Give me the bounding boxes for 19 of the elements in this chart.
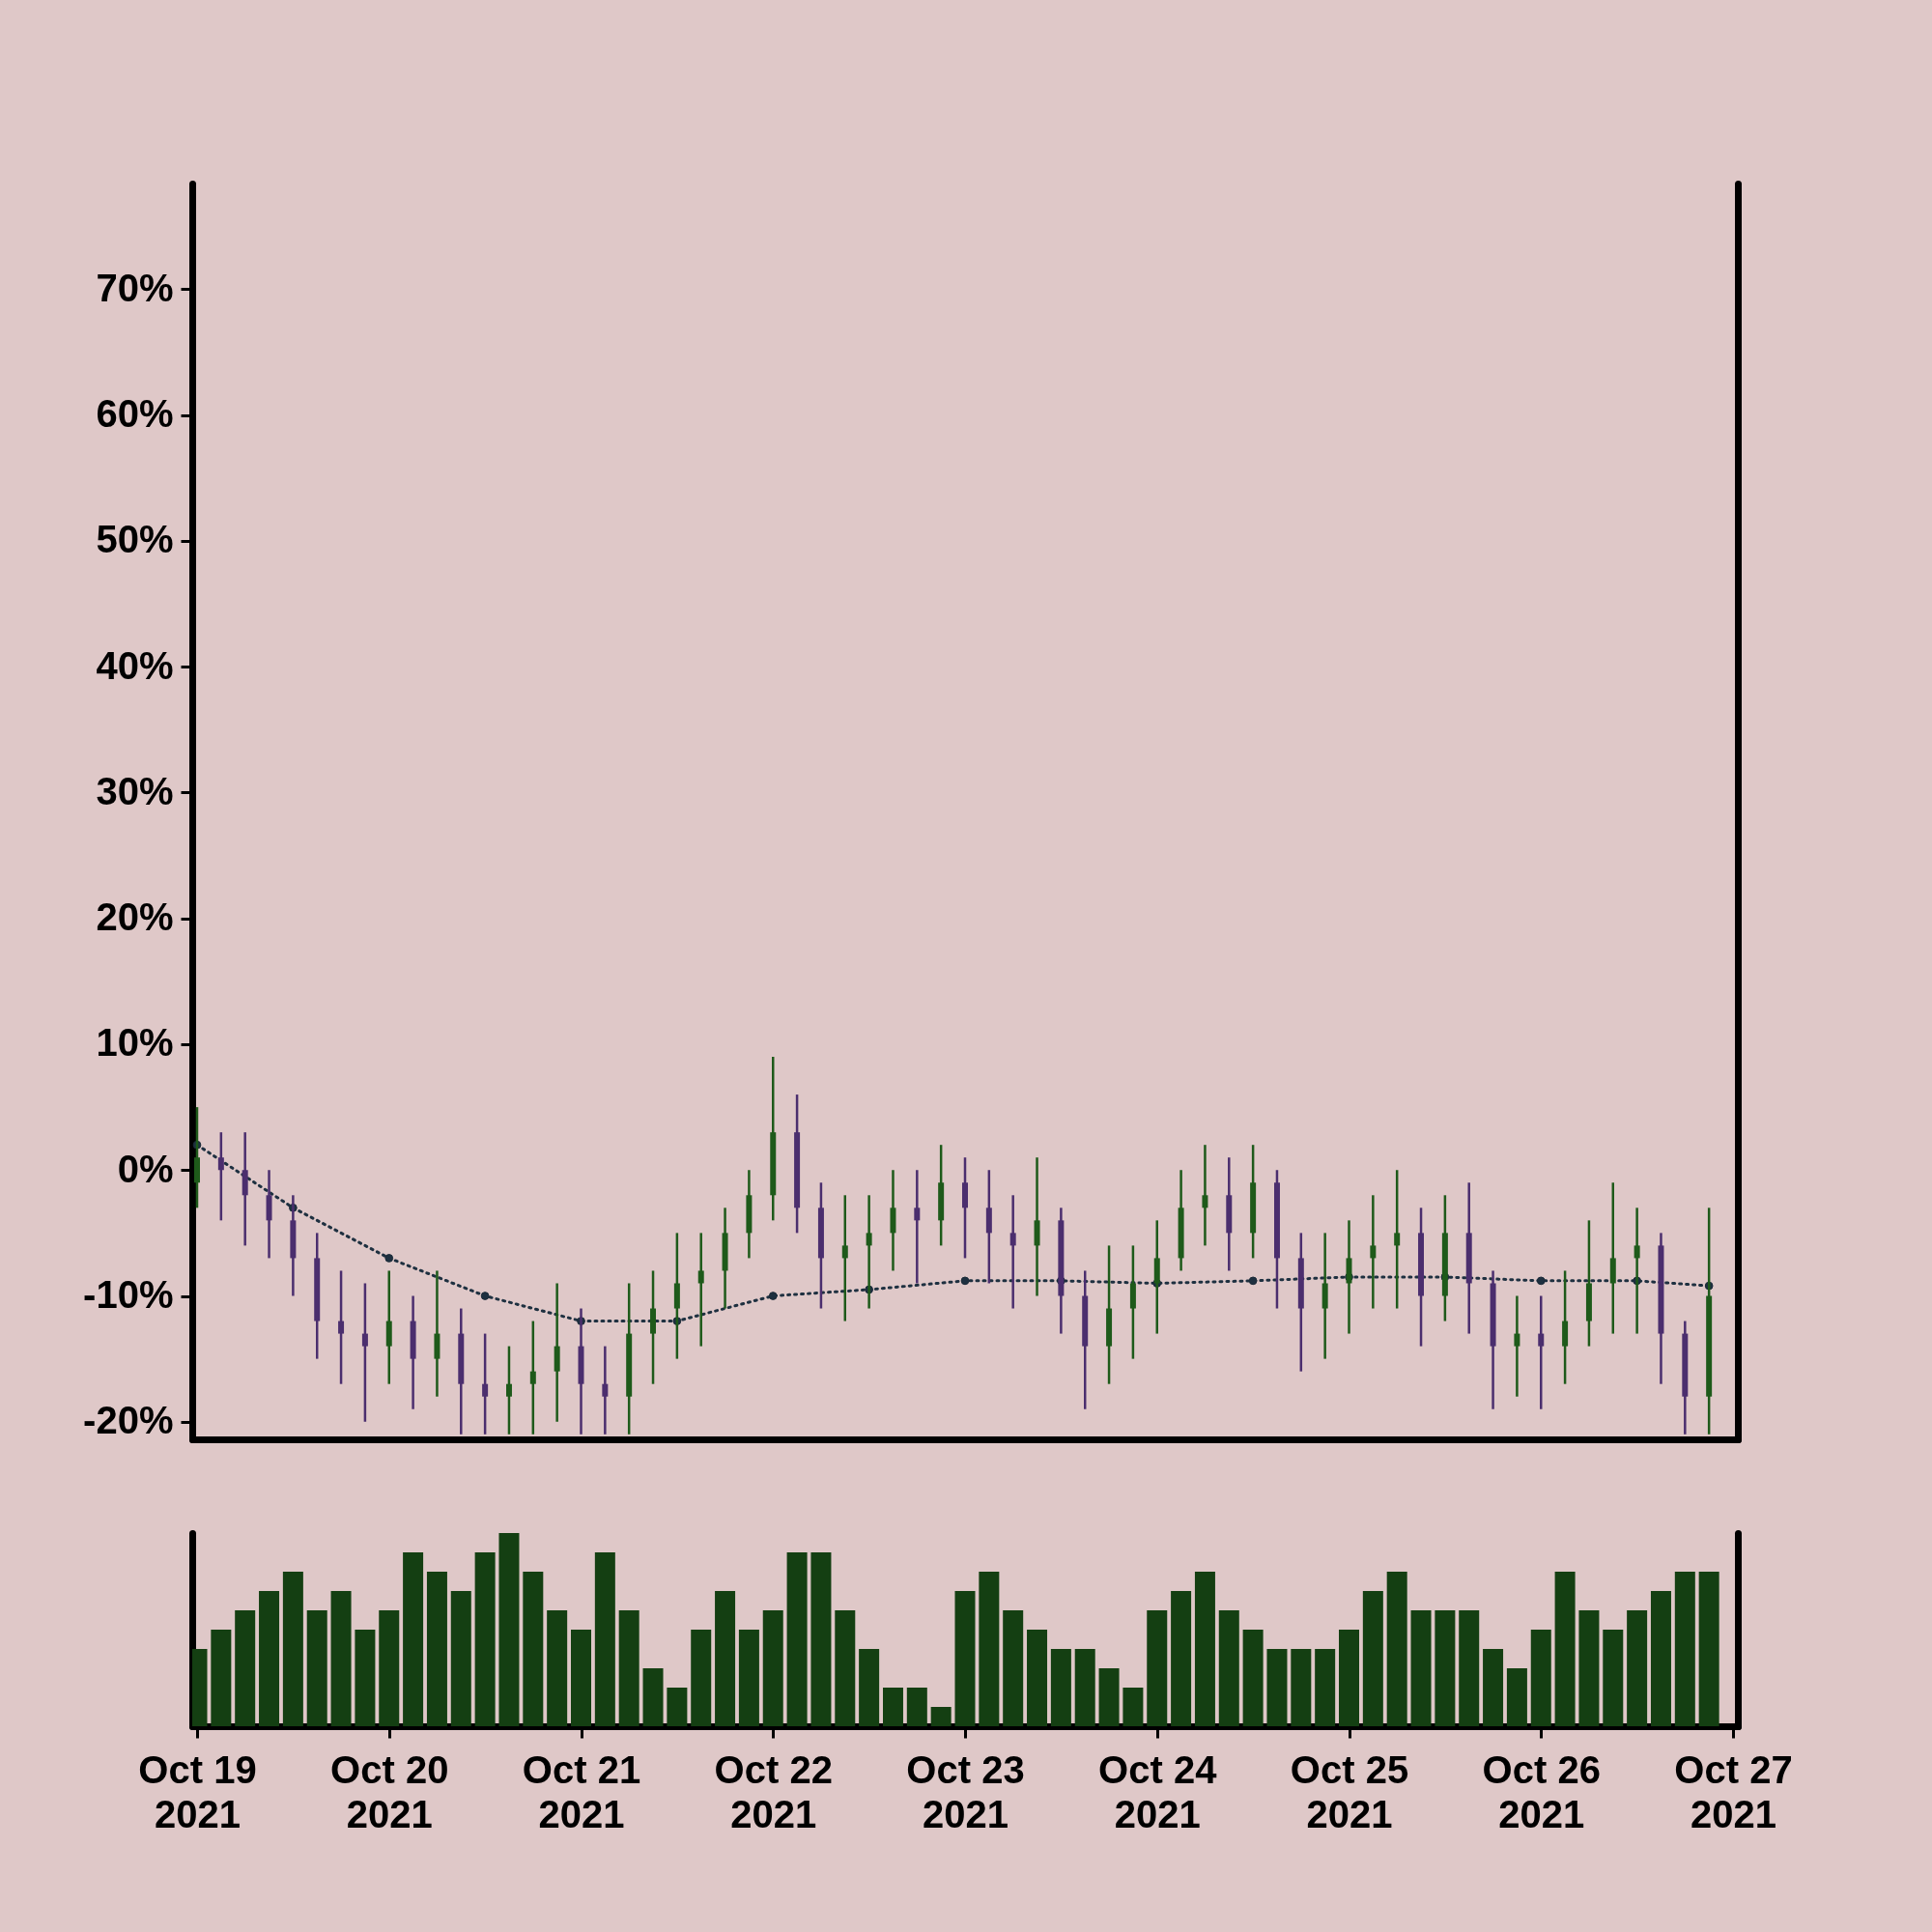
x-tick-label: Oct 24 2021 <box>1098 1747 1218 1835</box>
y-tick-label: 50% <box>96 518 174 561</box>
y-tick-label: 70% <box>96 266 174 309</box>
y-tick-label: -20% <box>83 1399 174 1442</box>
x-tick-label: Oct 22 2021 <box>714 1747 833 1835</box>
y-tick-label: 20% <box>96 895 174 939</box>
x-tick-label: Oct 21 2021 <box>522 1747 641 1835</box>
y-tick-label: 30% <box>96 769 174 812</box>
x-tick-label: Oct 25 2021 <box>1290 1747 1409 1835</box>
x-tick-label: Oct 23 2021 <box>906 1747 1025 1835</box>
y-tick-label: 40% <box>96 643 174 687</box>
y-tick-label: 60% <box>96 392 174 436</box>
y-tick-label: 10% <box>96 1021 174 1065</box>
x-tick-label: Oct 20 2021 <box>330 1747 449 1835</box>
x-tick-label: Oct 26 2021 <box>1482 1747 1601 1835</box>
y-tick-label: 0% <box>117 1147 174 1190</box>
x-tick-label: Oct 27 2021 <box>1674 1747 1793 1835</box>
y-tick-label: -10% <box>83 1273 174 1316</box>
x-tick-label: Oct 19 2021 <box>138 1747 257 1835</box>
